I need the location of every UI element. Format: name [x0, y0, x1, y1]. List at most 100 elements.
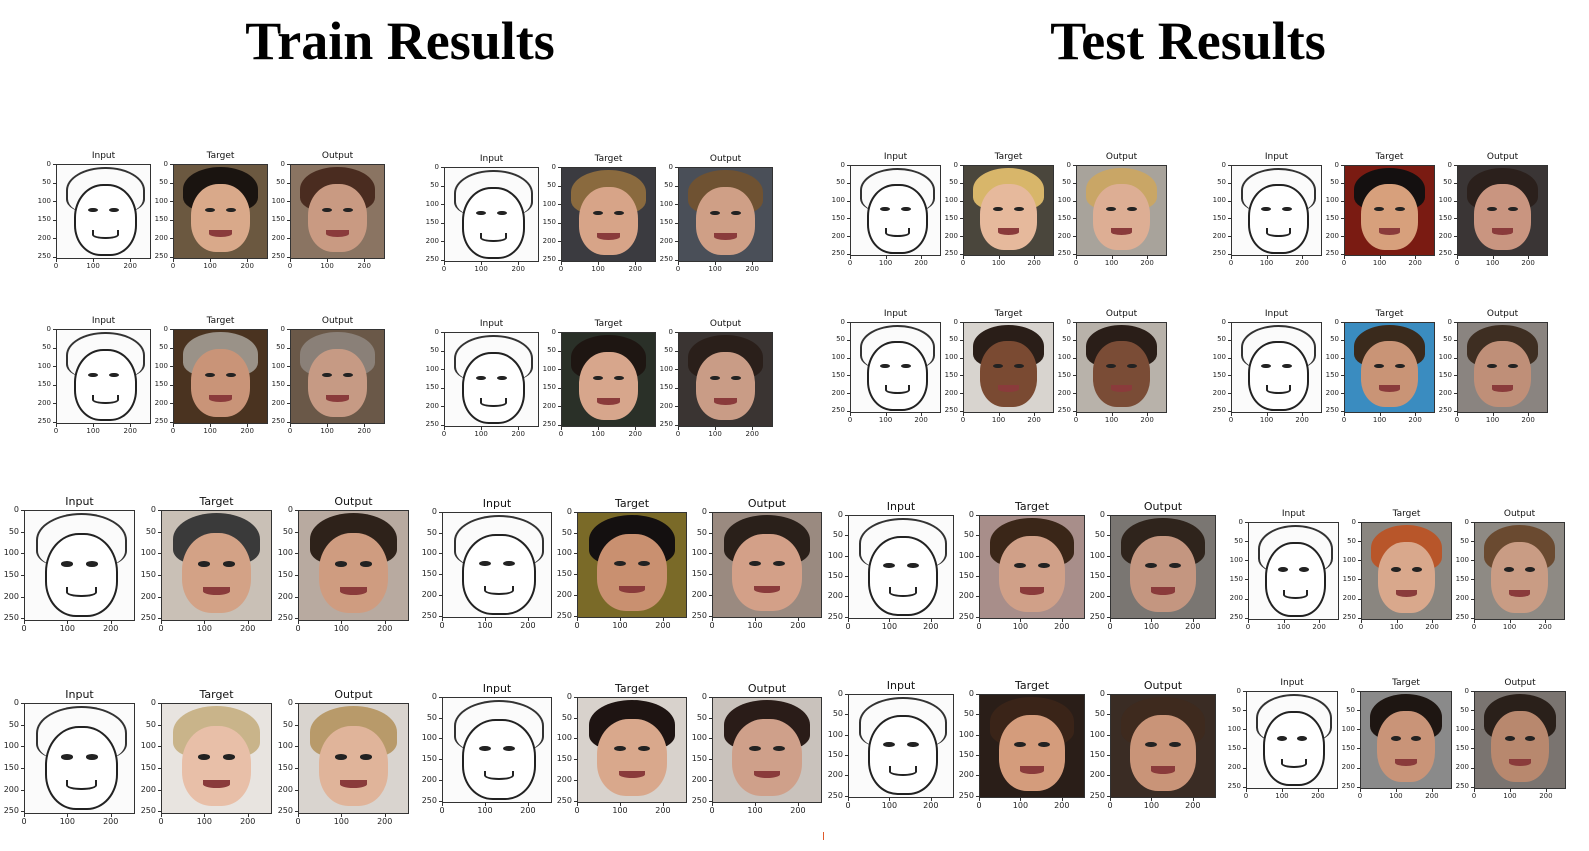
y-tick-mark — [976, 795, 979, 797]
y-tick-label: 150 — [827, 749, 843, 759]
y-tick-label: 150 — [1057, 213, 1071, 222]
face-shape — [1093, 340, 1150, 407]
x-tick-mark — [921, 256, 923, 259]
panel-title: Input — [883, 152, 908, 162]
y-tick-label: 250 — [1438, 406, 1452, 415]
x-tick-mark — [1034, 256, 1036, 259]
y-tick-mark — [439, 717, 442, 719]
x-tick-label: 200 — [1425, 792, 1439, 800]
y-tick-mark — [847, 182, 850, 184]
y-tick-mark — [439, 697, 442, 698]
mouth-shape — [1509, 759, 1531, 766]
y-tick-label: 100 — [659, 364, 673, 373]
y-tick-label: 200 — [1057, 388, 1071, 397]
eye-shape — [109, 207, 120, 213]
y-tick-label: 50 — [42, 343, 51, 352]
eye-shape — [86, 754, 99, 760]
y-tick-label: 150 — [542, 383, 556, 392]
y-tick-label: 100 — [140, 548, 156, 558]
y-tick-mark — [1341, 375, 1344, 377]
hair-shape — [454, 169, 533, 217]
x-tick-label: 100 — [747, 621, 763, 630]
y-tick-mark — [1454, 165, 1457, 166]
panel-title: Input — [91, 316, 116, 326]
panel-title: Input — [1264, 152, 1289, 162]
x-tick-label: 0 — [1243, 792, 1249, 800]
x-tick-label: 100 — [747, 806, 763, 815]
y-tick-label: 150 — [958, 570, 974, 580]
panel-title: Output — [1503, 509, 1536, 519]
y-tick-label: 150 — [1325, 370, 1339, 379]
x-tick-mark — [1020, 798, 1022, 801]
y-tick-label: 50 — [276, 343, 285, 352]
y-tick-label: 150 — [1212, 213, 1226, 222]
y-tick-mark — [1454, 218, 1457, 220]
x-tick-mark — [527, 803, 529, 806]
x-tick-mark — [1076, 413, 1077, 416]
face-shape — [732, 718, 802, 796]
x-tick-label: 100 — [708, 430, 722, 438]
y-tick-mark — [574, 738, 577, 740]
mouth-shape — [884, 385, 911, 394]
x-tick-mark — [204, 621, 206, 624]
x-tick-label: 0 — [1454, 416, 1460, 424]
target-face-image — [173, 164, 268, 259]
x-tick-mark — [1319, 620, 1321, 623]
y-tick-label: 0 — [1099, 689, 1105, 698]
y-tick-label: 0 — [1066, 160, 1071, 169]
x-tick-mark — [963, 256, 964, 259]
x-tick-mark — [290, 424, 291, 427]
y-tick-label: 150 — [140, 763, 156, 773]
y-tick-mark — [1243, 710, 1246, 712]
eye-shape — [748, 560, 761, 567]
x-tick-mark — [678, 262, 679, 265]
x-tick-mark — [1415, 256, 1417, 259]
y-tick-mark — [675, 185, 678, 187]
y-tick-mark — [574, 697, 577, 698]
input-face-image — [56, 164, 151, 259]
face-shape — [1129, 536, 1197, 612]
x-tick-label: 100 — [59, 817, 75, 826]
hair-shape — [454, 334, 533, 382]
y-tick-mark — [158, 789, 161, 791]
x-tick-mark — [797, 803, 799, 806]
face-shape — [1263, 711, 1325, 787]
face-shape — [980, 183, 1037, 250]
y-tick-label: 0 — [840, 160, 845, 169]
x-tick-mark — [210, 259, 212, 262]
y-tick-label: 150 — [1227, 743, 1241, 752]
y-tick-label: 250 — [37, 252, 51, 261]
eye-shape — [1281, 363, 1292, 369]
y-tick-label: 0 — [46, 159, 51, 168]
y-tick-label: 0 — [668, 327, 673, 336]
x-tick-label: 0 — [675, 265, 681, 273]
y-tick-mark — [158, 575, 161, 577]
y-tick-mark — [1357, 729, 1360, 731]
face-shape — [461, 186, 526, 260]
x-tick-label: 0 — [1358, 623, 1364, 631]
y-tick-mark — [1245, 617, 1248, 619]
x-tick-mark — [93, 424, 95, 427]
y-tick-mark — [1073, 182, 1076, 184]
y-tick-label: 50 — [561, 527, 572, 537]
y-tick-mark — [675, 222, 678, 224]
output-face-image — [1474, 522, 1565, 620]
y-tick-label: 200 — [425, 236, 439, 245]
target-face-image — [173, 329, 268, 424]
y-tick-label: 150 — [556, 754, 572, 764]
y-tick-label: 200 — [1438, 388, 1452, 397]
x-tick-label: 200 — [745, 430, 759, 438]
y-tick-label: 50 — [1062, 178, 1071, 187]
panel-title: Target — [1392, 678, 1420, 688]
y-tick-label: 150 — [3, 763, 19, 773]
x-tick-mark — [1545, 789, 1547, 792]
y-tick-mark — [170, 347, 173, 349]
x-tick-label: 0 — [1357, 792, 1363, 800]
x-tick-mark — [715, 262, 717, 265]
x-tick-label: 200 — [1408, 259, 1422, 267]
eye-shape — [1504, 736, 1515, 741]
y-tick-mark — [287, 164, 290, 165]
input-face-image — [56, 329, 151, 424]
y-tick-label: 50 — [1346, 705, 1355, 714]
x-tick-mark — [1110, 798, 1111, 801]
